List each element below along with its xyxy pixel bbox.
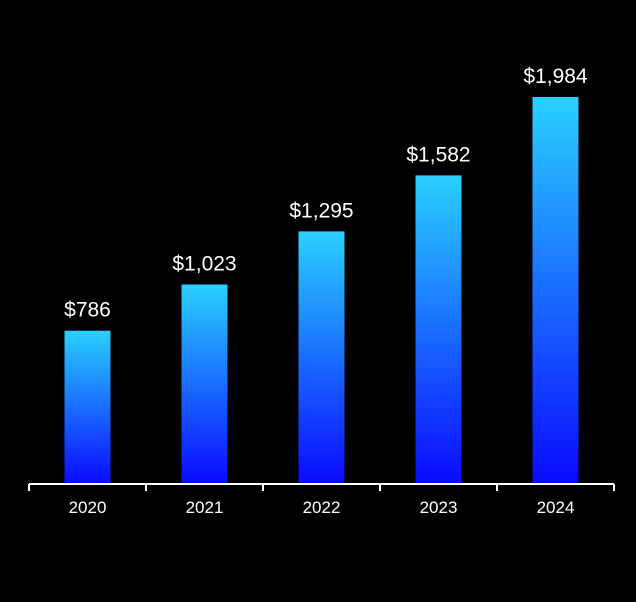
x-tick-label-2023: 2023 xyxy=(420,498,458,517)
x-tick-labels: 2020 2021 2022 2023 2024 xyxy=(69,498,575,517)
data-labels-layer: $786 $1,023 $1,295 $1,582 $1,984 xyxy=(64,65,588,322)
x-axis xyxy=(28,483,615,491)
data-label-2024: $1,984 xyxy=(523,65,588,88)
bar-2024 xyxy=(532,97,579,484)
x-tick-label-2024: 2024 xyxy=(537,498,575,517)
x-tick-label-2020: 2020 xyxy=(69,498,107,517)
bar-2021 xyxy=(181,284,228,484)
x-tick-label-2022: 2022 xyxy=(303,498,341,517)
x-tick-label-2021: 2021 xyxy=(186,498,224,517)
bars-layer xyxy=(64,97,579,484)
bar-2020 xyxy=(64,330,111,484)
bar-2023 xyxy=(415,175,462,484)
data-label-2023: $1,582 xyxy=(406,143,470,166)
data-label-2021: $1,023 xyxy=(172,253,236,276)
data-label-2020: $786 xyxy=(64,299,111,322)
data-label-2022: $1,295 xyxy=(289,199,353,222)
bar-2022 xyxy=(298,231,345,484)
